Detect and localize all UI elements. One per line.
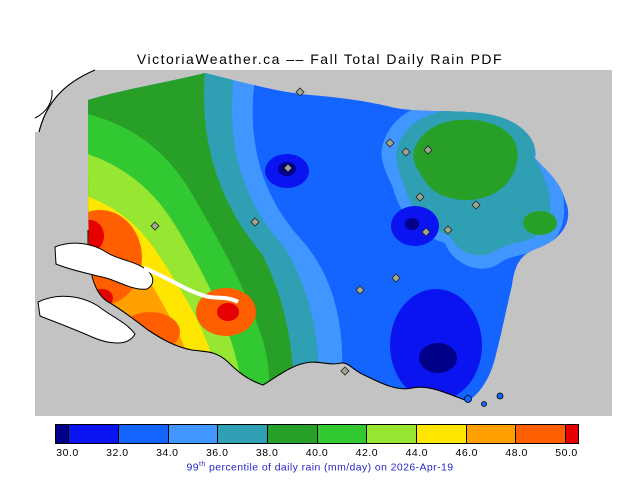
- caption-ordinal: th: [199, 461, 206, 468]
- sea-topleft: [35, 70, 95, 132]
- colorbar-tick-label: 38.0: [255, 447, 279, 459]
- colorbar-segment: [565, 425, 579, 443]
- colorbar-tick-label: 32.0: [106, 447, 129, 459]
- colorbar-segment: [416, 425, 467, 443]
- colorbar-segment: [516, 425, 566, 443]
- minimum-mid-sub30: [405, 218, 419, 230]
- harbour-inlet: [54, 242, 154, 290]
- caption-text: percentile of daily rain (mm/day) on 202…: [205, 461, 454, 474]
- colorbar-tick-label: 42.0: [355, 447, 379, 459]
- plot-title: VictoriaWeather.ca –– Fall Total Daily R…: [136, 51, 504, 67]
- colorbar-segment: [317, 425, 368, 443]
- caption-number: 99: [186, 461, 200, 474]
- colorbar-tick-label: 50.0: [555, 447, 578, 459]
- station-marker: [471, 200, 481, 210]
- colorbar-tick-label: 48.0: [505, 447, 528, 459]
- colorbar-segment: [69, 425, 119, 443]
- bay-southwest: [37, 295, 136, 344]
- colorbar-segment: [267, 425, 318, 443]
- station-marker: [415, 192, 425, 202]
- colorbar-tick-label: 36.0: [205, 447, 229, 459]
- station-marker: [443, 225, 453, 235]
- east-tongue-38-40: [523, 211, 557, 235]
- islet-a: [464, 395, 472, 403]
- islet-c: [496, 392, 504, 400]
- colorbar-segment: [218, 425, 268, 443]
- coastline-topleft-2: [34, 89, 53, 119]
- station-marker: [385, 138, 395, 148]
- islet-b: [481, 401, 487, 407]
- coastline-topleft: [38, 69, 96, 133]
- caption: 99th percentile of daily rain (mm/day) o…: [0, 461, 640, 474]
- station-markers: [150, 87, 481, 376]
- band-50plus-south: [217, 303, 239, 321]
- station-marker: [150, 221, 160, 231]
- colorbar-segment: [367, 425, 417, 443]
- colorbar-segment: [466, 425, 517, 443]
- station-marker: [340, 366, 350, 376]
- station-marker: [283, 163, 293, 173]
- station-marker: [421, 227, 431, 237]
- colorbar-tick-label: 34.0: [156, 447, 179, 459]
- colorbar-tick-label: 30.0: [56, 447, 79, 459]
- minimum-southeast-sub30: [419, 343, 457, 373]
- colorbar-tick-label: 40.0: [305, 447, 329, 459]
- colorbar-tick-label: 46.0: [455, 447, 478, 459]
- colorbar: [55, 424, 579, 444]
- colorbar-segment: [56, 425, 70, 443]
- island-core-38-40: [413, 119, 518, 201]
- colorbar-tick-label: 44.0: [405, 447, 429, 459]
- gorge-waterway: [143, 266, 240, 304]
- colorbar-segment: [118, 425, 169, 443]
- colorbar-segment: [168, 425, 219, 443]
- station-marker: [391, 273, 401, 283]
- station-marker: [250, 217, 260, 227]
- colorbar-tick-labels: 30.0 32.0 34.0 36.0 38.0 40.0 42.0 44.0 46.0 48.0…: [55, 447, 579, 460]
- station-marker: [355, 285, 365, 295]
- coastline-south: [109, 302, 469, 402]
- station-marker: [401, 147, 411, 157]
- station-marker: [295, 87, 305, 97]
- station-marker: [423, 145, 433, 155]
- band-50plus-west-a: [88, 220, 104, 252]
